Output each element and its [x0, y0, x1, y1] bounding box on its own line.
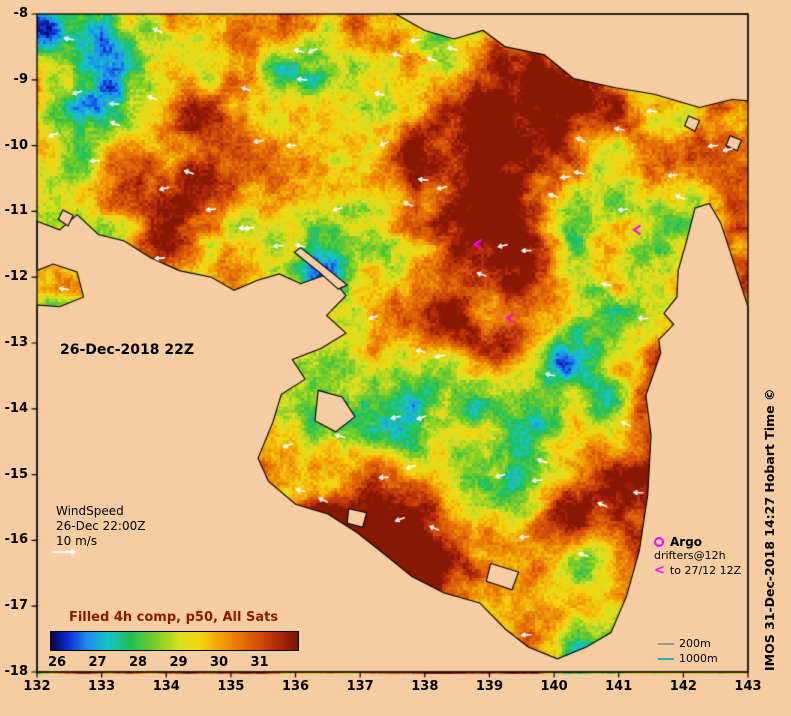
wind-legend-title: WindSpeed	[56, 504, 124, 518]
wind-legend-scale: 10 m/s	[56, 534, 98, 548]
lon-tick-label: 140	[540, 679, 568, 694]
lat-tick-label: -8	[13, 6, 28, 21]
lat-tick-label: -13	[4, 335, 29, 350]
lat-tick-label: -14	[4, 400, 29, 416]
depth-200-line-icon	[658, 643, 674, 645]
lat-tick-label: -15	[4, 466, 29, 482]
argo-drifter-legend: Argo drifters@12h < to 27/12 12Z	[654, 535, 741, 578]
lon-tick-label: 139	[475, 679, 504, 694]
drifters-label-line2: to 27/12 12Z	[669, 564, 742, 577]
argo-marker-icon	[654, 537, 664, 547]
lon-tick-label: 142	[669, 679, 697, 694]
lat-tick-label: -12	[4, 269, 29, 285]
lat-tick-label: -10	[4, 137, 29, 153]
lon-tick-label: 132	[23, 679, 51, 694]
depth-200-label: 200m	[679, 637, 711, 650]
depth-1000-row: 1000m	[658, 651, 718, 666]
date-label: 26-Dec-2018 22Z	[60, 342, 194, 358]
colorbar-tick-label: 31	[250, 655, 269, 670]
colorbar-title: Filled 4h comp, p50, All Sats	[68, 610, 279, 625]
credit-text: IMOS 31-Dec-2018 14:27 Hobart Time ©	[762, 388, 777, 671]
drifter-chevron-icon: <	[654, 563, 665, 578]
colorbar-tick-label: 28	[128, 655, 148, 670]
lon-tick-label: 138	[411, 679, 439, 694]
depth-200-row: 200m	[658, 636, 718, 651]
lat-tick-label: -17	[4, 598, 29, 614]
drifters-legend-row: < to 27/12 12Z	[654, 563, 741, 578]
lon-tick-label: 136	[281, 679, 310, 694]
colorbar-tick-label: 29	[169, 655, 188, 670]
drifters-label-line1: drifters@12h	[654, 549, 726, 562]
lon-tick-label: 134	[152, 679, 180, 694]
colorbar	[50, 631, 299, 651]
lon-tick-label: 143	[734, 679, 762, 694]
colorbar-tick-label: 30	[209, 655, 229, 670]
lat-tick-label: -9	[13, 71, 28, 87]
depth-1000-line-icon	[658, 658, 674, 660]
lon-tick-label: 135	[217, 679, 245, 694]
lat-tick-label: -16	[4, 532, 29, 548]
argo-label: Argo	[670, 535, 703, 549]
wind-legend: WindSpeed 26-Dec 22:00Z 10 m/s	[56, 504, 145, 549]
lon-tick-label: 141	[605, 679, 633, 694]
depth-1000-label: 1000m	[679, 652, 718, 665]
lat-tick-label: -11	[4, 203, 29, 219]
argo-legend-row: Argo	[654, 535, 741, 549]
lat-tick-label: -18	[4, 664, 29, 679]
colorbar-tick-label: 26	[47, 655, 67, 670]
lon-tick-label: 133	[88, 679, 116, 694]
colorbar-tick-label: 27	[88, 655, 107, 670]
lon-tick-label: 137	[346, 679, 374, 694]
wind-legend-time: 26-Dec 22:00Z	[56, 519, 146, 533]
depth-contour-legend: 200m 1000m	[658, 636, 718, 666]
